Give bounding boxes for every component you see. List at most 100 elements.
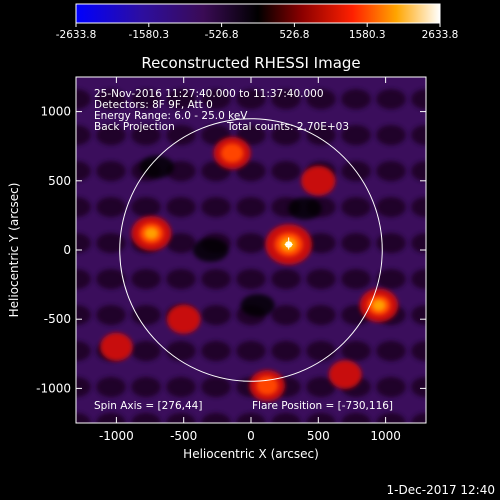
pattern-lobe	[376, 232, 406, 254]
pattern-lobe	[96, 125, 126, 146]
pattern-lobe	[76, 340, 91, 362]
info-line-energy: Energy Range: 6.0 - 25.0 keV	[94, 110, 248, 122]
pattern-lobe	[236, 161, 266, 182]
y-axis-ticks: -1000 -500 0 500 1000	[36, 105, 426, 395]
x-tick-label: 1000	[370, 429, 401, 443]
pattern-lobe	[131, 376, 161, 398]
positive-source	[166, 304, 201, 334]
pattern-lobe	[341, 232, 371, 254]
colorbar-tick-label: 2633.8	[422, 29, 459, 41]
pattern-lobe	[166, 196, 196, 218]
y-tick-label: -1000	[36, 381, 71, 395]
pattern-lobe	[201, 268, 231, 290]
pattern-lobe	[411, 125, 426, 146]
pattern-lobe	[306, 89, 336, 110]
pattern-lobe	[411, 412, 426, 423]
colorbar-ticks: -2633.8 -1580.3 -526.8 526.8 1580.3 2633.8	[56, 23, 459, 41]
pattern-lobe	[96, 376, 126, 398]
y-tick-label: 1000	[40, 105, 71, 119]
pattern-lobe	[236, 268, 266, 290]
pattern-lobe	[201, 340, 231, 362]
footer-date: 1-Dec-2017 12:40	[387, 483, 495, 497]
pattern-lobe	[96, 268, 126, 290]
pattern-lobe	[411, 197, 426, 218]
pattern-lobe	[96, 196, 126, 218]
source-core-bright	[372, 299, 386, 312]
info-block: 25-Nov-2016 11:27:40.000 to 11:37:40.000…	[94, 88, 349, 133]
pattern-lobe	[76, 412, 91, 423]
colorbar-tick-label: 526.8	[279, 29, 309, 41]
pattern-lobe	[306, 304, 336, 326]
info-line-method: Back Projection	[94, 121, 175, 133]
positive-source	[301, 165, 336, 196]
pattern-lobe	[201, 89, 231, 110]
pattern-lobe	[341, 340, 371, 362]
pattern-lobe	[166, 268, 196, 290]
pattern-lobe	[76, 376, 91, 398]
negative-lobe	[288, 197, 322, 220]
pattern-lobe	[271, 340, 301, 362]
pattern-lobe	[376, 125, 406, 146]
y-tick-label: 500	[48, 174, 71, 188]
pattern-lobe	[271, 304, 301, 326]
colorbar	[75, 3, 441, 24]
y-axis-label: Heliocentric Y (arcsec)	[7, 183, 21, 318]
pattern-lobe	[76, 89, 91, 110]
source-core-bright	[144, 227, 159, 240]
pattern-lobe	[131, 304, 161, 326]
x-tick-label: 0	[247, 429, 255, 443]
positive-source	[100, 332, 133, 361]
pattern-lobe	[96, 161, 126, 182]
pattern-lobe	[76, 268, 91, 290]
pattern-lobe	[236, 340, 266, 362]
pattern-lobe	[411, 376, 426, 398]
pattern-lobe	[166, 340, 196, 362]
solar-limb-circle	[119, 118, 383, 382]
pattern-lobe	[131, 125, 161, 146]
pattern-lobe	[306, 340, 336, 362]
pattern-lobe	[201, 304, 231, 326]
pattern-lobe	[131, 268, 161, 290]
pattern-lobe	[411, 304, 426, 326]
pattern-lobe	[306, 376, 336, 398]
y-tick-label: 0	[63, 243, 71, 257]
pattern-lobe	[166, 232, 196, 254]
pattern-lobe	[306, 232, 336, 254]
flare-position-label: Flare Position = [-730,116]	[252, 400, 393, 412]
negative-lobe	[139, 155, 174, 179]
info-line-counts: Total counts: 2.70E+03	[226, 121, 349, 133]
pattern-lobe	[96, 232, 126, 254]
pattern-lobe	[306, 268, 336, 290]
pattern-lobe	[341, 125, 371, 146]
pattern-lobe	[166, 89, 196, 110]
pattern-lobe	[271, 268, 301, 290]
pattern-lobe	[131, 340, 161, 362]
pattern-lobe	[376, 340, 406, 362]
info-line-time: 25-Nov-2016 11:27:40.000 to 11:37:40.000	[94, 88, 324, 100]
colorbar-tick-label: -526.8	[205, 29, 239, 41]
pattern-lobe	[341, 89, 371, 110]
pattern-lobe	[411, 161, 426, 182]
x-tick-label: -1000	[99, 429, 134, 443]
x-tick-label: -500	[170, 429, 197, 443]
pattern-lobe	[411, 340, 426, 362]
pattern-lobe	[411, 232, 426, 254]
pattern-lobe	[236, 196, 266, 218]
pattern-lobe	[76, 304, 91, 326]
colorbar-tick-label: -2633.8	[56, 29, 97, 41]
pattern-lobe	[96, 304, 126, 326]
pattern-lobe	[166, 412, 196, 423]
pattern-lobe	[96, 412, 126, 423]
y-tick-label: -500	[44, 312, 71, 326]
pattern-lobe	[271, 161, 301, 182]
pattern-lobe	[341, 268, 371, 290]
pattern-lobe	[411, 268, 426, 290]
pattern-lobe	[96, 89, 126, 110]
pattern-lobe	[271, 125, 301, 146]
pattern-lobe	[76, 232, 91, 254]
pattern-lobe	[306, 125, 336, 146]
pattern-lobe	[306, 412, 336, 423]
pattern-lobe	[376, 376, 406, 398]
pattern-lobe	[201, 376, 231, 398]
pattern-lobe	[341, 196, 371, 218]
